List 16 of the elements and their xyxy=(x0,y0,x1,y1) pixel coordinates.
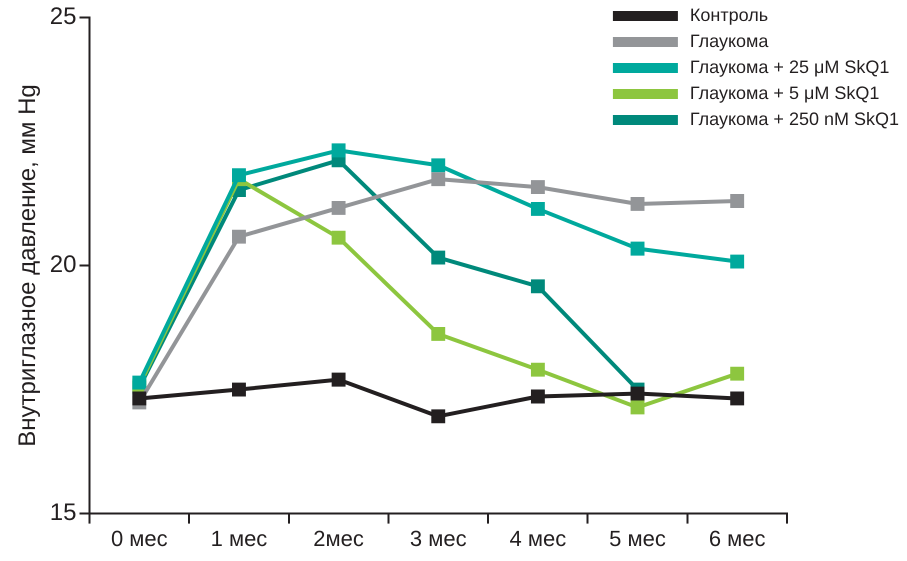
x-tick-label: 0 мес xyxy=(110,526,168,551)
x-tick-label: 2мес xyxy=(313,526,364,551)
legend-label: Глаукома xyxy=(690,30,770,51)
x-tick-label: 4 мес xyxy=(510,526,566,551)
y-tick-label: 15 xyxy=(50,499,76,526)
legend-label: Контроль xyxy=(690,4,768,25)
legend-label: Глаукома + 5 μM SkQ1 xyxy=(690,82,880,103)
x-tick-label: 5 мес xyxy=(609,526,666,551)
legend-label: Глаукома + 25 μM SkQ1 xyxy=(690,56,890,77)
legend-label: Глаукома + 250 nM SkQ1 xyxy=(690,108,899,129)
y-tick-label: 25 xyxy=(50,3,76,30)
x-tick-label: 1 мес xyxy=(210,526,268,551)
x-tick-label: 6 мес xyxy=(708,526,766,551)
y-tick-label: 20 xyxy=(50,251,76,278)
y-axis-title: Внутриглазное давление, мм Hg xyxy=(14,84,42,447)
x-tick-label: 3 мес xyxy=(410,526,467,551)
